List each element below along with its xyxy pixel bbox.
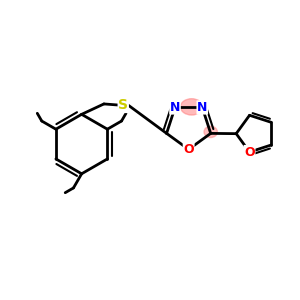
Ellipse shape: [204, 126, 218, 137]
Text: O: O: [244, 146, 255, 158]
Text: S: S: [118, 98, 128, 112]
Text: O: O: [183, 143, 194, 156]
Text: N: N: [170, 101, 180, 114]
Ellipse shape: [181, 99, 203, 115]
Text: N: N: [197, 101, 208, 114]
